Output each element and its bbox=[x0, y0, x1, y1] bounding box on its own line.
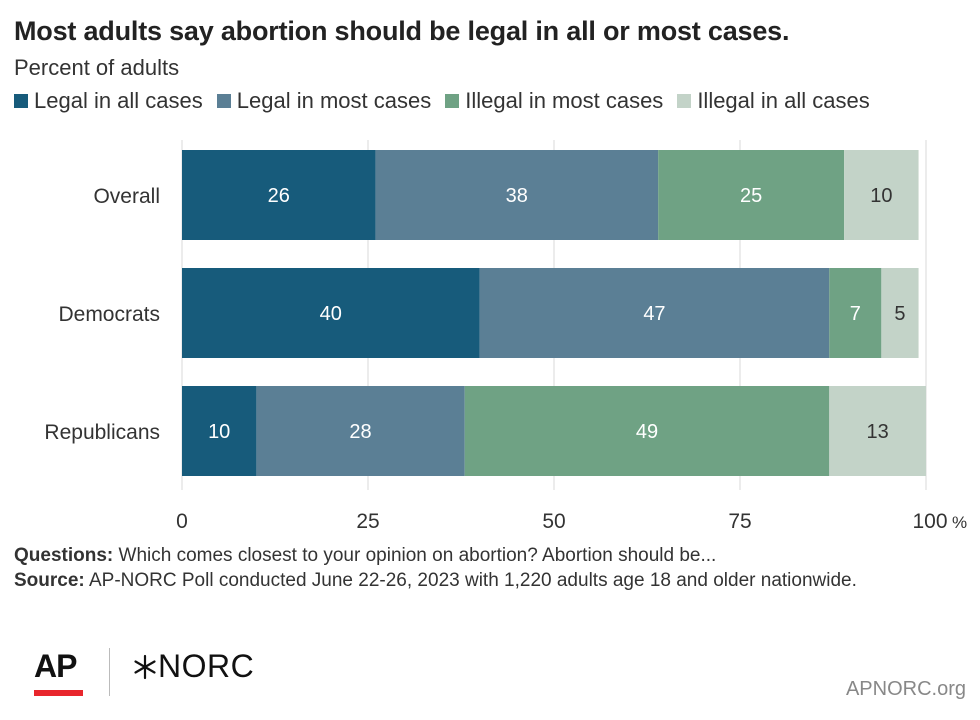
bar-segment bbox=[182, 386, 257, 476]
bar-segment bbox=[829, 268, 882, 358]
x-tick-label: 75 bbox=[728, 510, 751, 533]
legend-label-legal-most: Legal in most cases bbox=[236, 88, 432, 113]
questions-note: Questions: Which comes closest to your o… bbox=[14, 543, 964, 568]
category-label: Republicans bbox=[44, 421, 160, 444]
chart-title: Most adults say abortion should be legal… bbox=[14, 16, 790, 46]
norc-logo: NORC bbox=[132, 648, 254, 685]
legend-swatch-legal-most bbox=[216, 94, 231, 108]
site-url: APNORC.org bbox=[845, 678, 966, 700]
x-unit-label: % bbox=[952, 513, 967, 532]
data-label: 49 bbox=[636, 421, 658, 443]
bar-segment bbox=[182, 268, 480, 358]
ap-logo: AP bbox=[34, 648, 77, 684]
bar-segment bbox=[658, 150, 845, 240]
data-label: 47 bbox=[643, 303, 665, 325]
data-label: 13 bbox=[867, 421, 889, 443]
data-label: 5 bbox=[894, 303, 905, 325]
norc-star-icon bbox=[134, 654, 156, 680]
source-label: Source: bbox=[14, 570, 85, 591]
category-label: Overall bbox=[93, 185, 160, 208]
questions-label: Questions: bbox=[14, 545, 114, 566]
legend-item-illegal-all: Illegal in all cases bbox=[677, 88, 870, 114]
data-label: 38 bbox=[506, 185, 528, 207]
data-label: 25 bbox=[740, 185, 762, 207]
x-tick-label: 25 bbox=[356, 510, 379, 533]
legend-item-legal-most: Legal in most cases bbox=[216, 88, 432, 114]
bar-segment bbox=[479, 268, 830, 358]
chart-subtitle: Percent of adults bbox=[14, 55, 180, 80]
bar-segment bbox=[464, 386, 830, 476]
x-tick-label: 100 bbox=[912, 510, 947, 533]
bar-segment bbox=[375, 150, 659, 240]
source-note: Source: AP-NORC Poll conducted June 22-2… bbox=[14, 568, 964, 593]
bar-segment bbox=[256, 386, 465, 476]
legend-item-illegal-most: Illegal in most cases bbox=[445, 88, 663, 114]
legend: Legal in all cases Legal in most cases I… bbox=[14, 88, 870, 114]
legend-swatch-illegal-most bbox=[445, 94, 460, 108]
data-label: 10 bbox=[870, 185, 892, 207]
questions-text: Which comes closest to your opinion on a… bbox=[118, 545, 717, 566]
chart-notes: Questions: Which comes closest to your o… bbox=[14, 543, 964, 593]
bar-segment bbox=[829, 386, 926, 476]
bar-segment bbox=[844, 150, 919, 240]
legend-swatch-illegal-all bbox=[677, 94, 692, 108]
bar-segment bbox=[182, 150, 376, 240]
legend-label-illegal-most: Illegal in most cases bbox=[465, 88, 664, 113]
x-tick-label: 0 bbox=[176, 510, 188, 533]
legend-swatch-legal-all bbox=[14, 94, 28, 108]
data-label: 7 bbox=[850, 303, 861, 325]
data-label: 28 bbox=[349, 421, 371, 443]
norc-logo-text: NORC bbox=[158, 648, 255, 684]
legend-label-illegal-all: Illegal in all cases bbox=[697, 88, 870, 113]
data-label: 40 bbox=[320, 303, 342, 325]
category-label: Democrats bbox=[58, 303, 160, 326]
data-label: 10 bbox=[208, 421, 230, 443]
bar-segment bbox=[881, 268, 919, 358]
x-tick-label: 50 bbox=[542, 510, 565, 533]
source-text: AP-NORC Poll conducted June 22-26, 2023 … bbox=[88, 570, 857, 591]
ap-logo-underline bbox=[34, 690, 83, 696]
logo-divider bbox=[109, 648, 110, 696]
data-label: 26 bbox=[268, 185, 290, 207]
legend-label-legal-all: Legal in all cases bbox=[34, 88, 203, 113]
legend-item-legal-all: Legal in all cases bbox=[14, 88, 203, 114]
